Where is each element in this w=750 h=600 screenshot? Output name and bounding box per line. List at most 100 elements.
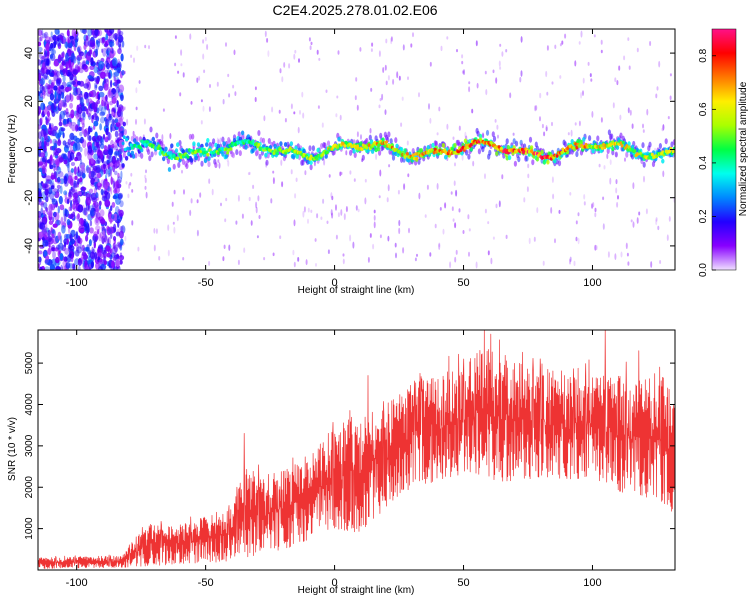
heatmap-cell xyxy=(309,160,313,166)
heatmap-cell xyxy=(392,78,395,85)
heatmap-cell xyxy=(472,160,475,167)
heatmap-cell xyxy=(257,130,261,136)
heatmap-cell xyxy=(39,84,44,93)
heatmap-cell xyxy=(119,243,123,251)
heatmap-cell xyxy=(379,169,382,177)
heatmap-cell xyxy=(402,44,405,51)
heatmap-cell xyxy=(83,91,88,100)
heatmap-cell xyxy=(619,132,623,139)
heatmap-cell xyxy=(72,211,76,217)
heatmap-cell xyxy=(114,205,120,215)
heatmap-cell xyxy=(623,55,626,61)
heatmap-cell xyxy=(494,119,497,123)
heatmap-cell xyxy=(279,235,282,239)
heatmap-cell xyxy=(174,148,179,154)
heatmap-cell xyxy=(373,209,376,214)
heatmap-cell xyxy=(128,146,132,151)
heatmap-cell xyxy=(87,112,91,118)
heatmap-cell xyxy=(429,252,432,257)
heatmap-cell xyxy=(276,151,279,156)
heatmap-cell xyxy=(294,49,297,54)
heatmap-cell xyxy=(38,69,41,74)
heatmap-cell xyxy=(308,37,311,42)
heatmap-cell xyxy=(49,54,54,59)
heatmap-cell xyxy=(111,201,116,208)
heatmap-cell xyxy=(582,90,584,96)
heatmap-cell xyxy=(77,258,82,266)
heatmap-cell xyxy=(42,110,45,117)
heatmap-cell xyxy=(85,196,91,206)
heatmap-cell xyxy=(58,121,63,127)
heatmap-cell xyxy=(661,127,664,132)
heatmap-cell xyxy=(658,143,663,149)
colorbar-ticks: 0.0 0.2 0.4 0.6 0.8 xyxy=(698,48,716,277)
heatmap-cell xyxy=(57,54,62,63)
heatmap-cell xyxy=(509,92,512,99)
heatmap-cell xyxy=(169,133,172,139)
heatmap-cell xyxy=(95,206,100,213)
heatmap-cell xyxy=(38,250,43,255)
heatmap-cell xyxy=(78,126,83,131)
heatmap-cell xyxy=(626,252,629,257)
heatmap-cell xyxy=(570,129,573,137)
heatmap-cell xyxy=(47,247,51,256)
x-tick-label: -50 xyxy=(198,577,214,589)
heatmap-cell xyxy=(238,150,242,157)
heatmap-cell xyxy=(633,149,637,153)
heatmap-cell xyxy=(431,142,435,148)
heatmap-cell xyxy=(267,50,270,57)
heatmap-cell xyxy=(594,207,597,213)
heatmap-cell xyxy=(69,93,74,103)
heatmap-cell xyxy=(114,104,117,114)
heatmap-cell xyxy=(112,195,118,200)
heatmap-cell xyxy=(359,47,362,52)
heatmap-cell xyxy=(43,52,48,58)
heatmap-cell xyxy=(233,49,236,56)
heatmap-cell xyxy=(65,52,69,62)
heatmap-cell xyxy=(44,36,51,43)
heatmap-cell xyxy=(668,216,671,222)
heatmap-cell xyxy=(407,76,409,80)
heatmap-cell xyxy=(180,49,183,56)
heatmap-cell xyxy=(382,67,385,73)
heatmap-cell xyxy=(103,149,109,156)
heatmap-cell xyxy=(120,170,123,180)
heatmap-cell xyxy=(569,256,572,262)
heatmap-cell xyxy=(270,198,273,204)
heatmap-cell xyxy=(550,207,553,214)
heatmap-cell xyxy=(89,227,94,234)
heatmap-cell xyxy=(476,82,479,89)
heatmap-cell xyxy=(104,236,110,245)
heatmap-cell xyxy=(385,80,388,86)
heatmap-cell xyxy=(600,117,603,123)
heatmap-cell xyxy=(199,149,203,154)
heatmap-cell xyxy=(485,129,490,136)
heatmap-cell xyxy=(63,175,68,185)
heatmap-cell xyxy=(38,256,42,263)
heatmap-cell xyxy=(52,223,58,228)
heatmap-cell xyxy=(551,176,554,183)
heatmap-cell xyxy=(124,235,127,242)
heatmap-cell xyxy=(436,132,439,136)
heatmap-cell xyxy=(102,230,106,239)
x-tick-label: 0 xyxy=(332,577,338,589)
heatmap-cell xyxy=(53,142,58,149)
heatmap-cell xyxy=(52,163,57,168)
heatmap-cell xyxy=(83,83,90,89)
heatmap-cell xyxy=(387,75,390,81)
heatmap-cell xyxy=(574,60,577,67)
heatmap-cell xyxy=(539,116,541,122)
heatmap-cell xyxy=(272,170,275,174)
heatmap-cell xyxy=(335,234,338,240)
heatmap-cell xyxy=(390,37,393,45)
heatmap-cell xyxy=(78,217,84,225)
heatmap-cell xyxy=(67,138,72,146)
heatmap-cell xyxy=(90,157,94,165)
heatmap-cell xyxy=(248,171,251,175)
heatmap-cell xyxy=(569,192,572,196)
heatmap-cell xyxy=(304,170,307,176)
heatmap-cell xyxy=(659,154,664,160)
heatmap-cell xyxy=(575,236,578,242)
heatmap-cell xyxy=(469,146,473,152)
heatmap-cell xyxy=(53,125,58,131)
